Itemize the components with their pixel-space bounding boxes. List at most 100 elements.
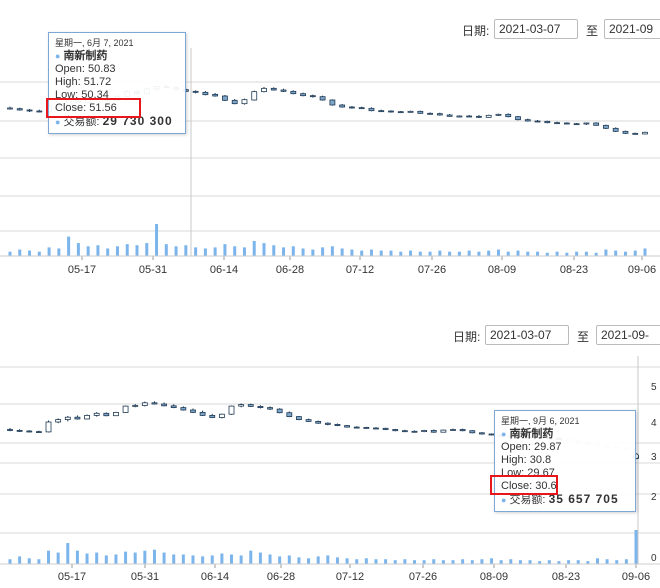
x-tick-label: 07-26 — [409, 571, 437, 583]
volume-bar — [67, 236, 71, 256]
date-separator: 至 — [586, 24, 599, 38]
candle-body — [368, 107, 375, 112]
tooltip-series-name: 南新制药 — [63, 50, 108, 62]
candlestick — [378, 109, 385, 113]
candlestick — [300, 92, 306, 97]
volume-bar — [448, 251, 452, 256]
candlestick — [446, 114, 453, 117]
candlestick — [309, 94, 316, 98]
tooltip-series-name: 南新制药 — [509, 428, 554, 440]
volume-bar — [164, 244, 168, 256]
candlestick — [397, 111, 404, 114]
start-date-input[interactable] — [485, 325, 569, 345]
candlestick — [334, 423, 341, 427]
candlestick — [251, 90, 258, 101]
x-tick-label: 05-31 — [139, 264, 167, 276]
candle-body — [209, 415, 216, 418]
volume-bar — [252, 240, 256, 256]
candlestick — [55, 418, 62, 424]
candle-body — [257, 406, 264, 409]
candlestick — [436, 112, 443, 116]
volume-bar — [399, 251, 403, 256]
x-tick-label: 05-17 — [58, 571, 86, 583]
volume-bar — [191, 555, 195, 564]
candlestick — [35, 430, 42, 433]
start-date-input[interactable] — [494, 19, 578, 39]
volume-bar — [634, 530, 638, 564]
volume-bar — [213, 247, 217, 256]
candlestick — [276, 408, 283, 414]
candlestick — [427, 112, 433, 115]
y-tick-label: 3 — [651, 452, 657, 463]
tooltip-amount-value: 35 657 705 — [548, 492, 619, 506]
candlestick — [329, 99, 336, 106]
x-tick-label: 07-12 — [346, 264, 374, 276]
candle-body — [270, 87, 277, 91]
candle-body — [324, 422, 331, 425]
candle-body — [485, 114, 492, 118]
candlestick — [363, 426, 370, 429]
volume-bar — [278, 556, 282, 564]
candle-body — [363, 427, 370, 429]
volume-bar — [643, 248, 647, 256]
x-tick-label: 08-23 — [560, 264, 588, 276]
candlestick — [192, 90, 199, 94]
candlestick — [84, 414, 90, 420]
candlestick — [466, 115, 473, 118]
volume-bar — [360, 250, 364, 256]
volume-bar — [487, 250, 491, 256]
candlestick — [349, 106, 355, 109]
candle-body — [329, 99, 336, 106]
end-date-input[interactable] — [596, 325, 660, 345]
candle-body — [554, 122, 560, 125]
candlestick — [218, 413, 225, 419]
volume-bar — [586, 561, 590, 564]
candle-body — [64, 416, 71, 420]
x-tick-label: 06-14 — [201, 571, 229, 583]
candlestick — [103, 412, 110, 417]
x-tick-label: 07-12 — [336, 571, 364, 583]
date-range-selector: 日期: 至 — [0, 18, 660, 44]
tooltip-open: Open: 29.87 — [501, 441, 562, 453]
candle-body — [319, 96, 326, 101]
volume-bar — [301, 248, 305, 256]
candlestick — [296, 416, 302, 421]
candle-body — [534, 120, 541, 123]
candlestick — [515, 116, 521, 121]
candle-body — [344, 425, 350, 428]
candle-body — [378, 110, 385, 113]
candle-body — [261, 87, 267, 93]
candle-body — [622, 130, 629, 134]
candlestick — [231, 99, 238, 105]
candlestick — [505, 113, 512, 118]
candle-body — [459, 429, 466, 432]
volume-bar — [350, 249, 354, 256]
volume-bar — [480, 559, 484, 564]
volume-bar — [28, 250, 32, 256]
candle-body — [456, 115, 463, 118]
candle-body — [544, 120, 551, 124]
candle-body — [202, 91, 209, 96]
volume-bar — [576, 560, 580, 564]
y-tick-label: 5 — [651, 382, 657, 393]
end-date-input[interactable] — [604, 19, 660, 39]
candle-body — [161, 403, 167, 407]
candlestick — [170, 404, 177, 409]
volume-bar — [326, 555, 330, 564]
volume-bar — [364, 558, 368, 564]
candle-body — [358, 107, 365, 110]
candlestick — [315, 420, 322, 424]
candle-body — [349, 106, 355, 109]
volume-bar — [538, 561, 542, 564]
volume-bar — [242, 247, 246, 256]
candle-body — [524, 119, 531, 122]
candlestick — [319, 95, 326, 101]
series-dot-icon: ● — [55, 51, 61, 61]
candle-body — [170, 405, 177, 409]
volume-bar — [27, 558, 31, 564]
candlestick — [45, 420, 52, 433]
candle-body — [479, 432, 485, 435]
tooltip-amount-label: 交易额: — [509, 494, 546, 506]
volume-bar — [106, 248, 110, 256]
volume-bar — [557, 561, 561, 564]
